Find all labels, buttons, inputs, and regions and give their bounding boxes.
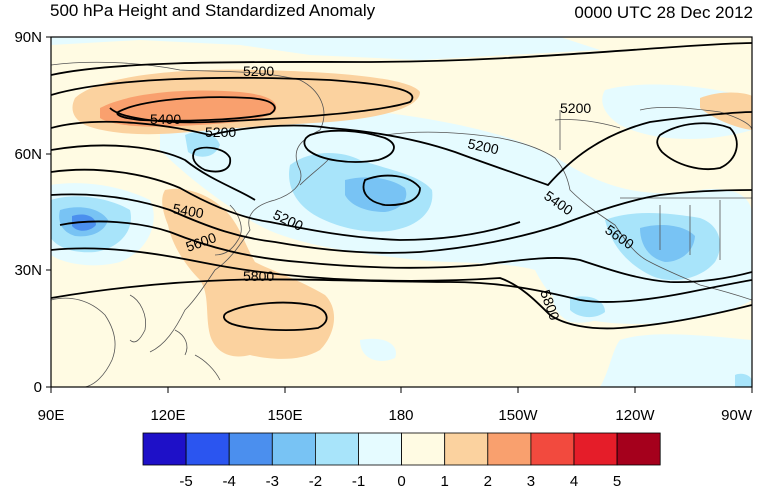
colorbar-label: -2 — [309, 473, 322, 488]
contour-label: 5400 — [150, 111, 181, 127]
lat-tick-label: 0 — [34, 379, 42, 396]
colorbar-swatch — [530, 432, 575, 466]
colorbar-label: 3 — [527, 473, 535, 488]
colorbar-swatch — [358, 432, 402, 466]
contour-label: 5800 — [243, 268, 274, 284]
colorbar-label: -5 — [179, 473, 192, 488]
colorbar-swatch — [401, 432, 446, 466]
colorbar-swatch — [142, 432, 187, 466]
colorbar-label: -4 — [223, 473, 236, 488]
lat-tick-label: 60N — [14, 146, 42, 163]
contour-label: 5200 — [466, 135, 500, 157]
lon-tick-label: 120W — [615, 407, 655, 424]
lon-tick-label: 150E — [267, 407, 302, 424]
lon-tick-label: 180 — [388, 407, 413, 424]
colorbar-swatch — [616, 432, 661, 466]
colorbar-swatch — [444, 432, 489, 466]
colorbar: -5 -4 -3 -2 -1 0 1 2 3 4 5 — [142, 432, 661, 488]
contour-label: 5200 — [243, 63, 274, 79]
lat-tick-label: 30N — [14, 262, 42, 279]
colorbar-swatch — [185, 432, 230, 466]
colorbar-label: -1 — [352, 473, 365, 488]
positive-anomaly-2-shading — [100, 90, 277, 127]
contour-label: 5200 — [560, 100, 591, 116]
colorbar-swatch — [314, 432, 359, 466]
lon-tick-label: 90W — [721, 407, 753, 424]
height-contours — [51, 42, 752, 331]
contour-label: 5200 — [205, 124, 236, 140]
valid-time: 0000 UTC 28 Dec 2012 — [574, 3, 753, 22]
colorbar-label: -3 — [266, 473, 279, 488]
colorbar-swatch — [271, 432, 316, 466]
lon-tick-label: 150W — [498, 407, 538, 424]
colorbar-swatch — [573, 432, 618, 466]
colorbar-label: 5 — [613, 473, 621, 488]
map-title: 500 hPa Height and Standardized Anomaly — [50, 1, 376, 20]
colorbar-label: 2 — [484, 473, 492, 488]
lon-tick-label: 120E — [150, 407, 185, 424]
colorbar-swatch — [487, 432, 532, 466]
lat-tick-label: 90N — [14, 29, 42, 46]
longitude-axis — [50, 387, 753, 393]
colorbar-swatch — [228, 432, 273, 466]
contour-label: 5400 — [171, 200, 205, 221]
lon-tick-label: 90E — [38, 407, 65, 424]
latitude-axis — [46, 36, 51, 388]
colorbar-label: 0 — [397, 473, 405, 488]
colorbar-label: 4 — [570, 473, 578, 488]
colorbar-label: 1 — [441, 473, 449, 488]
